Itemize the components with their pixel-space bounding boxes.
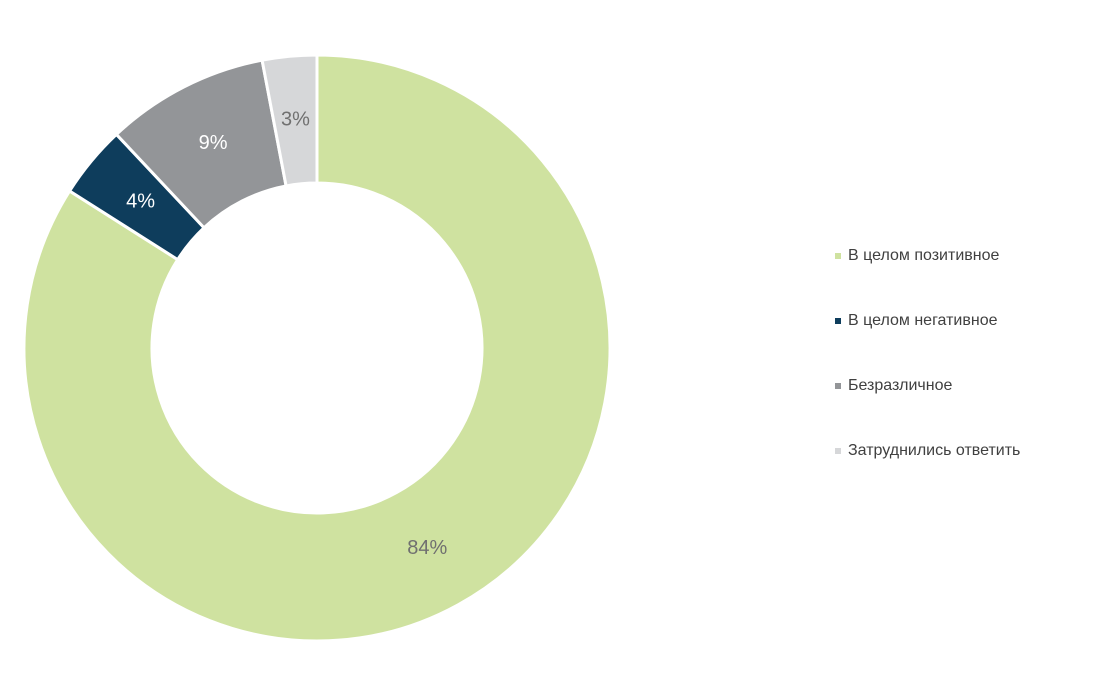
legend-swatch xyxy=(835,318,841,324)
data-label: 3% xyxy=(281,108,310,130)
donut-segment xyxy=(22,53,612,643)
donut-segment xyxy=(260,53,319,188)
legend-swatch xyxy=(835,448,841,454)
legend-swatch xyxy=(835,253,841,259)
legend-label: В целом позитивное xyxy=(848,247,999,264)
data-label: 4% xyxy=(126,190,155,212)
legend-swatch xyxy=(835,383,841,389)
legend-label: В целом негативное xyxy=(848,312,998,329)
data-label: 9% xyxy=(199,132,228,154)
legend-label: Безразличное xyxy=(848,377,953,394)
data-label: 84% xyxy=(407,537,447,559)
legend-label: Затруднились ответить xyxy=(848,442,1020,459)
